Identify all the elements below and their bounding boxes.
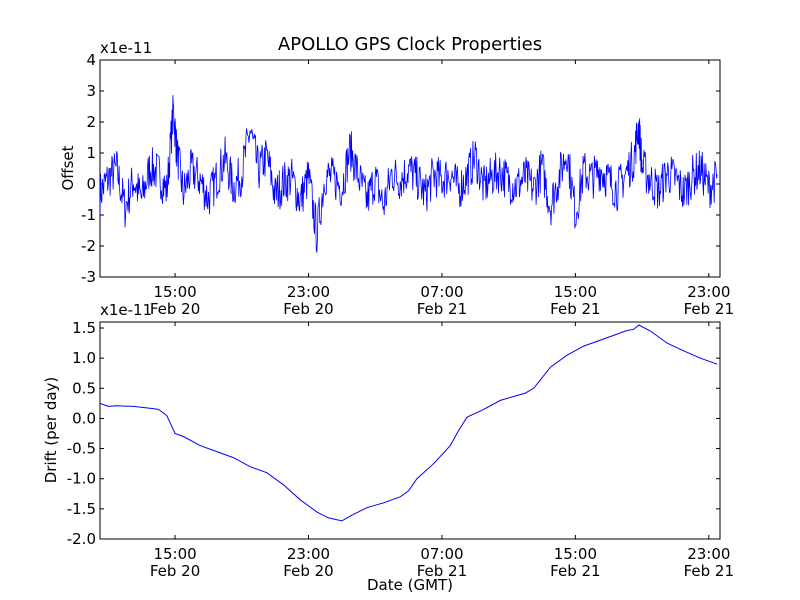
drift-y-tick-label: 0.5 (72, 379, 96, 397)
offset-x-tick-time: 15:00 (153, 283, 196, 301)
drift-y-tick-label: -2.0 (67, 530, 96, 548)
offset-y-tick-label: -3 (81, 268, 96, 286)
offset-y-tick-label: 4 (86, 51, 96, 69)
drift-y-tick-label: -1.0 (67, 470, 96, 488)
offset-x-tick-date: Feb 21 (550, 300, 600, 318)
offset-y-tick-label: 1 (86, 144, 96, 162)
offset-x-tick-time: 07:00 (420, 283, 463, 301)
drift-y-tick-label: -0.5 (67, 440, 96, 458)
offset-x-tick-date: Feb 20 (283, 300, 333, 318)
offset-y-tick-label: -2 (81, 237, 96, 255)
offset-y-ticks: -3 -2 -1 0 1 2 3 4 (81, 51, 720, 286)
drift-x-tick-date: Feb 21 (684, 562, 734, 580)
drift-x-tick-date: Feb 21 (550, 562, 600, 580)
drift-panel: x1e-11 Drift (per day) Date (GMT) -2.0 -1… (42, 301, 734, 594)
drift-y-tick-label: -1.5 (67, 500, 96, 518)
drift-multiplier-label: x1e-11 (100, 301, 152, 319)
offset-x-tick-date: Feb 20 (150, 300, 200, 318)
chart-title: APOLLO GPS Clock Properties (278, 34, 542, 55)
drift-series-line (100, 324, 718, 522)
drift-plot-frame (99, 321, 721, 540)
drift-x-tick-time: 07:00 (420, 545, 463, 563)
drift-y-ticks: -2.0 -1.5 -1.0 -0.5 0.0 0.5 1.0 1.5 (67, 319, 720, 548)
offset-x-tick-time: 23:00 (287, 283, 330, 301)
offset-x-tick-time: 15:00 (554, 283, 597, 301)
drift-x-tick-time: 23:00 (287, 545, 330, 563)
drift-x-tick-date: Feb 20 (283, 562, 333, 580)
offset-series (100, 95, 718, 253)
offset-x-tick-date: Feb 21 (684, 300, 734, 318)
drift-y-tick-label: 1.5 (72, 319, 96, 337)
drift-y-tick-label: 1.0 (72, 349, 96, 367)
offset-y-tick-label: 0 (86, 175, 96, 193)
offset-x-tick-date: Feb 21 (417, 300, 467, 318)
drift-x-tick-date: Feb 20 (150, 562, 200, 580)
offset-x-tick-time: 23:00 (687, 283, 730, 301)
offset-series-line (100, 95, 718, 253)
offset-y-axis-label: Offset (59, 145, 77, 190)
offset-plot-frame (99, 59, 721, 278)
drift-y-axis-label: Drift (per day) (42, 377, 60, 484)
drift-x-tick-date: Feb 21 (417, 562, 467, 580)
offset-y-tick-label: -1 (81, 206, 96, 224)
drift-x-tick-time: 23:00 (687, 545, 730, 563)
drift-x-axis-label: Date (GMT) (367, 576, 453, 594)
offset-multiplier-label: x1e-11 (100, 39, 152, 57)
offset-y-tick-label: 3 (86, 82, 96, 100)
offset-y-tick-label: 2 (86, 113, 96, 131)
drift-x-tick-time: 15:00 (554, 545, 597, 563)
drift-y-tick-label: 0.0 (72, 409, 96, 427)
drift-series (100, 324, 718, 522)
drift-x-tick-time: 15:00 (153, 545, 196, 563)
